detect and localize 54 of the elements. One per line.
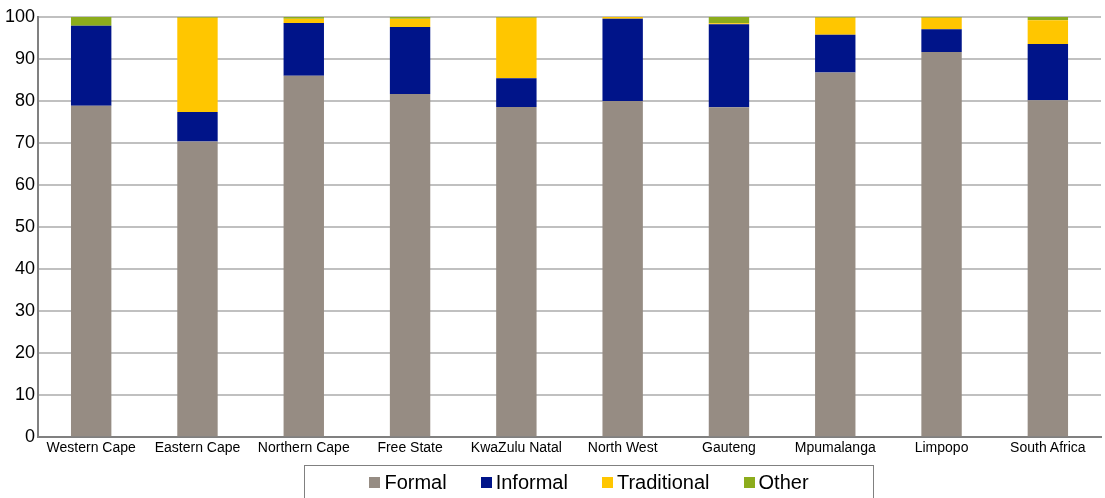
bar bbox=[815, 17, 856, 35]
bar bbox=[389, 93, 431, 437]
legend-label: Informal bbox=[495, 470, 568, 494]
bar bbox=[921, 17, 962, 30]
bar bbox=[70, 25, 112, 106]
legend-label: Formal bbox=[384, 470, 447, 494]
bar bbox=[496, 106, 537, 437]
x-tick-label: Free State bbox=[377, 439, 443, 456]
y-tick-label: 50 bbox=[15, 216, 36, 237]
bar bbox=[921, 29, 962, 52]
bar bbox=[1027, 43, 1069, 101]
legend-label: Other bbox=[758, 470, 809, 494]
y-tick-label: 100 bbox=[4, 5, 36, 26]
bar bbox=[708, 107, 750, 437]
bar bbox=[708, 17, 750, 24]
bar bbox=[921, 51, 962, 437]
bar bbox=[1027, 100, 1069, 437]
y-tick-label: 40 bbox=[15, 258, 36, 279]
y-tick-label: 0 bbox=[25, 426, 36, 447]
bar bbox=[177, 141, 218, 437]
bar bbox=[283, 18, 324, 23]
y-tick-label: 80 bbox=[15, 90, 36, 111]
bar bbox=[496, 17, 537, 79]
bar bbox=[70, 105, 112, 437]
y-tick-label: 20 bbox=[15, 342, 36, 363]
bar bbox=[70, 17, 112, 26]
bar bbox=[602, 18, 643, 102]
bar bbox=[177, 111, 218, 142]
bar bbox=[815, 34, 856, 73]
bar bbox=[496, 78, 537, 107]
bar bbox=[177, 17, 218, 112]
y-tick-label: 90 bbox=[15, 47, 36, 68]
x-tick-label: South Africa bbox=[1010, 439, 1086, 456]
y-tick-label: 30 bbox=[15, 300, 36, 321]
x-tick-label: KwaZulu Natal bbox=[470, 439, 562, 456]
x-tick-label: Limpopo bbox=[914, 439, 969, 456]
y-tick-label: 10 bbox=[15, 384, 36, 405]
bar bbox=[283, 75, 324, 437]
bar bbox=[602, 101, 643, 437]
x-tick-label: Gauteng bbox=[702, 439, 756, 456]
bar bbox=[708, 24, 750, 108]
y-tick-label: 60 bbox=[15, 174, 36, 195]
x-tick-label: Eastern Cape bbox=[154, 439, 241, 456]
legend-label: Traditional bbox=[616, 470, 710, 494]
x-tick-label: Western Cape bbox=[46, 439, 137, 456]
x-tick-label: Northern Cape bbox=[257, 439, 350, 456]
x-tick-label: Mpumalanga bbox=[794, 439, 876, 456]
bar bbox=[283, 22, 324, 76]
bar bbox=[389, 18, 431, 28]
y-tick-label: 70 bbox=[15, 132, 36, 153]
bar bbox=[389, 27, 431, 94]
bar bbox=[1027, 20, 1069, 44]
bar bbox=[815, 72, 856, 437]
x-tick-label: North West bbox=[587, 439, 658, 456]
